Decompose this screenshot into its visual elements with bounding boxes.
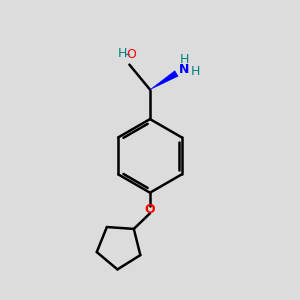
Text: H: H (191, 65, 200, 79)
Text: H: H (180, 53, 189, 66)
Text: O: O (126, 48, 136, 61)
Text: N: N (179, 63, 190, 76)
Text: O: O (145, 203, 155, 216)
Text: H: H (117, 47, 127, 60)
Polygon shape (150, 71, 178, 90)
